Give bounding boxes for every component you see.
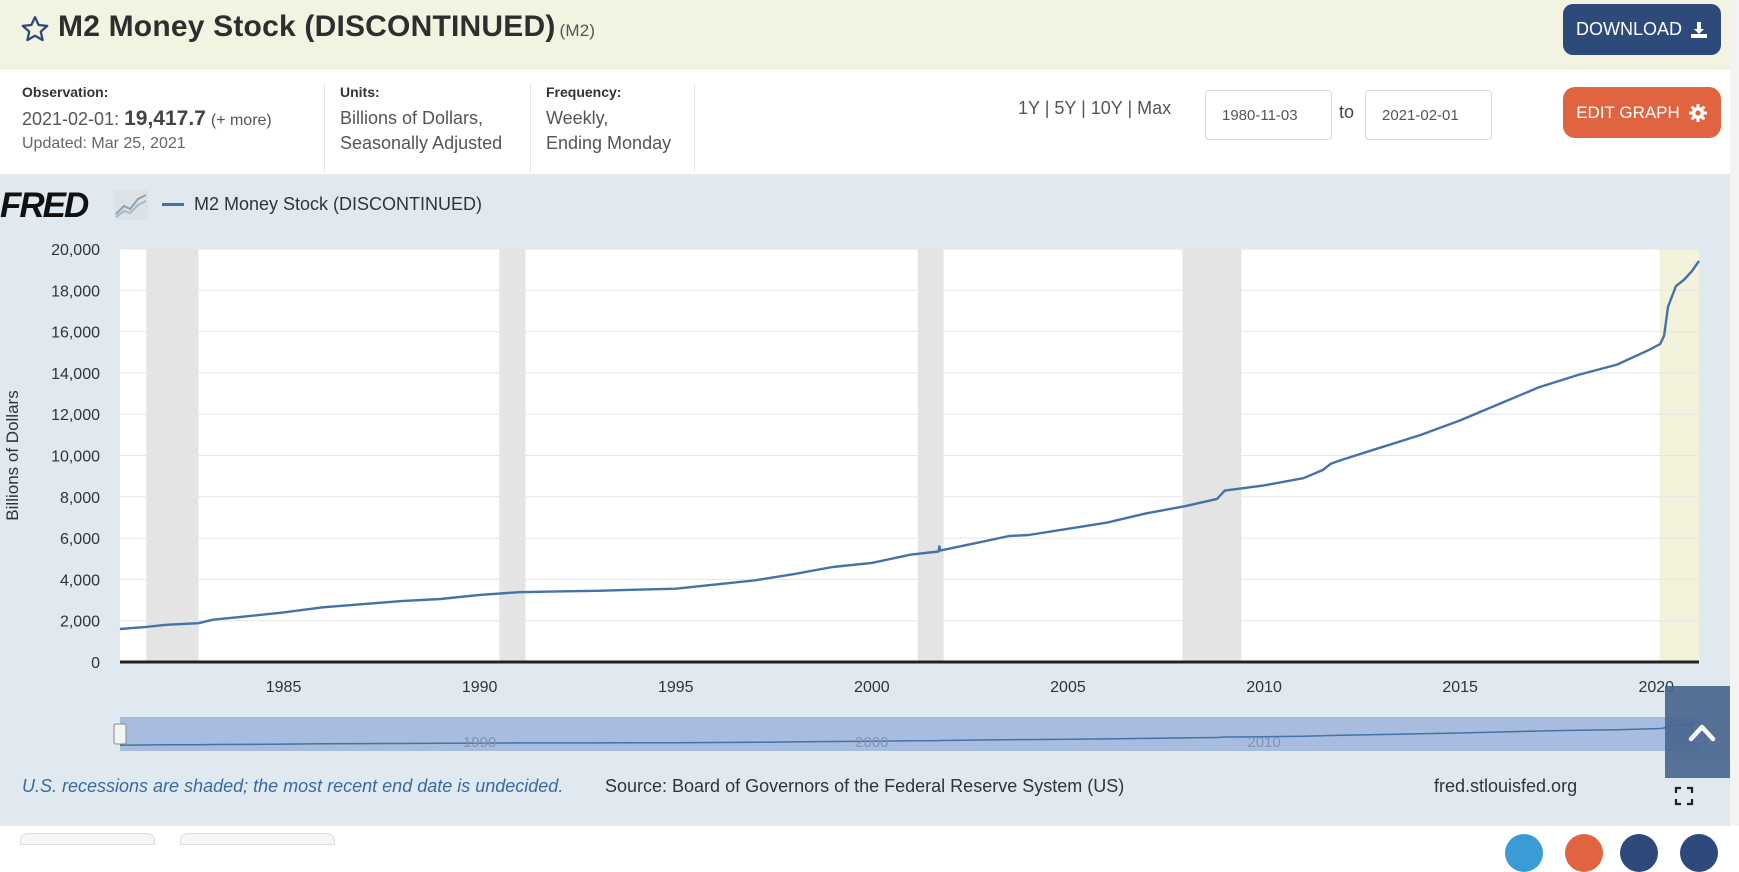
- frequency-line-2: Ending Monday: [546, 133, 672, 153]
- frequency-block: Frequency: Weekly, Ending Monday: [546, 84, 671, 156]
- observation-block: Observation: 2021-02-01: 19,417.7 (+ mor…: [22, 84, 322, 153]
- units-block: Units: Billions of Dollars, Seasonally A…: [340, 84, 502, 156]
- star-icon[interactable]: [20, 14, 50, 44]
- fullscreen-icon[interactable]: [1674, 786, 1694, 806]
- navigator-window: [120, 717, 1699, 751]
- page-title: M2 Money Stock (DISCONTINUED) (M2): [58, 10, 595, 44]
- range-1y-link[interactable]: 1Y: [1018, 98, 1040, 118]
- fred-chart-icon: [114, 190, 148, 220]
- y-tick-label: 2,000: [60, 614, 100, 631]
- end-date-input[interactable]: [1365, 90, 1492, 140]
- series-line: [119, 260, 1700, 631]
- edit-graph-button[interactable]: EDIT GRAPH: [1563, 87, 1721, 138]
- frequency-label: Frequency:: [546, 84, 622, 100]
- y-tick-label: 20,000: [51, 242, 100, 259]
- frequency-line-1: Weekly,: [546, 108, 609, 128]
- x-tick-label: 1990: [462, 679, 498, 696]
- page-scroll-track: [1730, 0, 1739, 826]
- chart[interactable]: 0 2,000 4,000 6,000 8,000 10,000 12,000 14,000 1…: [0, 174, 1730, 774]
- title-bar: M2 Money Stock (DISCONTINUED) (M2) DOWNLO…: [0, 0, 1730, 69]
- units-label: Units:: [340, 84, 380, 100]
- observation-label: Observation:: [22, 84, 109, 100]
- y-tick-label: 4,000: [60, 572, 100, 589]
- bottom-tab[interactable]: [180, 833, 335, 845]
- units-line-1: Billions of Dollars,: [340, 108, 484, 128]
- download-icon: [1691, 21, 1707, 38]
- observation-value: 19,417.7: [124, 107, 206, 130]
- x-tick-label: 2005: [1050, 679, 1086, 696]
- share-icon[interactable]: [1620, 834, 1658, 872]
- graph-panel: 0 2,000 4,000 6,000 8,000 10,000 12,000 14,000 1…: [0, 174, 1730, 826]
- start-date-input[interactable]: [1205, 90, 1332, 140]
- y-tick-label: 6,000: [60, 531, 100, 548]
- range-5y-link[interactable]: 5Y: [1054, 98, 1077, 118]
- download-label: DOWNLOAD: [1575, 19, 1682, 39]
- y-tick-label: 18,000: [51, 283, 100, 300]
- x-tick-label: 1985: [266, 679, 302, 696]
- series-code: (M2): [559, 21, 596, 40]
- navigator-line: [119, 722, 1700, 746]
- to-label: to: [1339, 102, 1355, 122]
- y-tick-label: 8,000: [60, 490, 100, 507]
- share-icon[interactable]: [1680, 834, 1718, 872]
- x-tick-label: 1995: [658, 679, 694, 696]
- chart-legend: M2 Money Stock (DISCONTINUED): [162, 194, 482, 215]
- chevron-up-icon: [1688, 724, 1716, 742]
- bottom-toolbar-strip: [0, 826, 1739, 872]
- gear-icon: [1688, 103, 1707, 122]
- range-links: 1Y | 5Y | 10Y | Max: [1018, 98, 1172, 118]
- y-tick-label: 0: [91, 655, 100, 672]
- y-axis-label: Billions of Dollars: [3, 390, 22, 520]
- y-tick-label: 14,000: [51, 366, 100, 383]
- legend-swatch: [162, 203, 184, 206]
- navigator-tick-label: 2010: [1247, 734, 1280, 751]
- navigator-handle-left[interactable]: [113, 723, 127, 745]
- site-url[interactable]: fred.stlouisfed.org: [1434, 776, 1578, 796]
- units-line-2: Seasonally Adjusted: [340, 133, 503, 153]
- navigator-tick-label: 1990: [463, 734, 496, 751]
- y-tick-label: 16,000: [51, 325, 100, 342]
- range-max-link[interactable]: Max: [1137, 98, 1172, 118]
- observation-date: 2021-02-01:: [22, 109, 120, 129]
- x-tick-label: 2010: [1246, 679, 1282, 696]
- updated-date: Updated: Mar 25, 2021: [22, 135, 186, 152]
- share-icon[interactable]: [1565, 834, 1603, 872]
- share-icon[interactable]: [1505, 834, 1543, 872]
- series-title: M2 Money Stock (DISCONTINUED): [58, 10, 556, 43]
- download-button[interactable]: DOWNLOAD: [1563, 4, 1721, 55]
- more-observations-link[interactable]: (+ more): [210, 112, 272, 129]
- x-tick-label: 2015: [1442, 679, 1478, 696]
- scroll-to-top-button[interactable]: [1665, 686, 1739, 778]
- source-note: Source: Board of Governors of the Federa…: [605, 776, 1125, 796]
- edit-graph-label: EDIT GRAPH: [1576, 102, 1680, 122]
- meta-divider: [694, 84, 695, 172]
- meta-divider: [530, 84, 531, 172]
- y-tick-label: 12,000: [51, 407, 100, 424]
- meta-divider: [324, 84, 325, 172]
- range-10y-link[interactable]: 10Y: [1090, 98, 1123, 118]
- y-tick-label: 10,000: [51, 449, 100, 466]
- legend-series-label: M2 Money Stock (DISCONTINUED): [194, 194, 483, 214]
- recession-footnote: U.S. recessions are shaded; the most rec…: [22, 776, 564, 796]
- x-tick-label: 2000: [854, 679, 890, 696]
- navigator-tick-label: 2000: [855, 734, 888, 751]
- bottom-tab[interactable]: [20, 833, 155, 845]
- fred-logo: FRED: [0, 186, 89, 225]
- metadata-row: Observation: 2021-02-01: 19,417.7 (+ mor…: [0, 70, 1730, 174]
